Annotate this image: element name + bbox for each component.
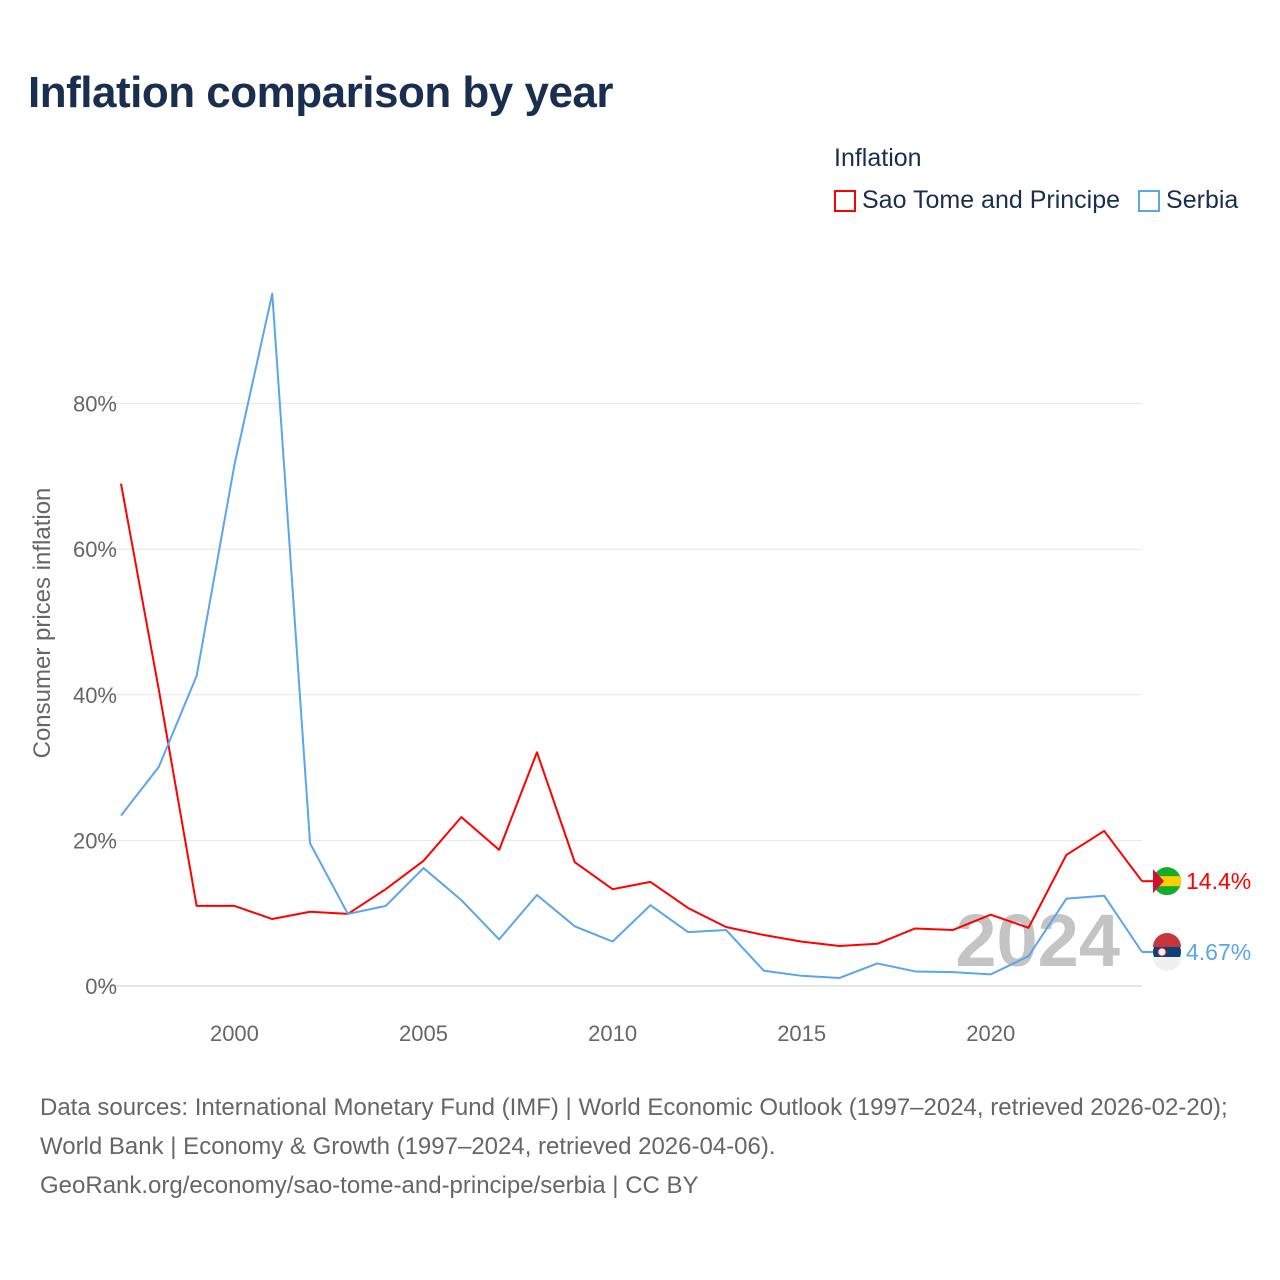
y-tick-label: 40%	[73, 683, 117, 708]
y-tick-label: 60%	[73, 537, 117, 562]
legend-item-sao-tome[interactable]: Sao Tome and Principe	[834, 186, 1120, 215]
credit-link[interactable]: GeoRank.org/economy/sao-tome-and-princip…	[40, 1172, 699, 1199]
data-sources: Data sources: International Monetary Fun…	[40, 1094, 1228, 1160]
flag-triangle	[1153, 869, 1164, 894]
flag-red	[1153, 933, 1181, 948]
x-tick-label: 2010	[588, 1021, 637, 1046]
end-value-label: 14.4%	[1186, 868, 1251, 894]
series-line-serbia	[120, 292, 1143, 979]
legend-label: Sao Tome and Principe	[862, 186, 1121, 214]
legend-swatch-serbia	[1138, 189, 1161, 212]
legend-swatch-sao-tome	[834, 189, 856, 212]
series-line-sao-tome	[120, 483, 1143, 947]
y-tick-label: 20%	[73, 828, 117, 853]
x-tick-label: 2005	[399, 1021, 448, 1046]
flag-emblem	[1157, 947, 1167, 957]
y-tick-label: 0%	[85, 974, 117, 999]
footer: Data sources: International Monetary Fun…	[40, 1088, 1250, 1205]
sao-tome-flag-icon	[1153, 867, 1181, 896]
legend-item-serbia[interactable]: Serbia	[1138, 186, 1238, 215]
x-tick-label: 2015	[777, 1021, 826, 1046]
x-tick-label: 2000	[210, 1021, 259, 1046]
end-value-label: 4.67%	[1186, 939, 1251, 965]
x-tick-label: 2020	[966, 1021, 1015, 1046]
legend-label: Serbia	[1166, 186, 1239, 214]
y-axis-label: Consumer prices inflation	[29, 488, 56, 759]
flag-white	[1153, 957, 1181, 972]
serbia-flag-icon	[1153, 933, 1181, 972]
chart-title: Inflation comparison by year	[28, 68, 614, 117]
flag-band	[1153, 876, 1181, 887]
legend: Sao Tome and Principe Serbia	[834, 186, 1238, 215]
y-tick-label: 80%	[73, 392, 117, 417]
legend-title: Inflation	[834, 144, 922, 172]
